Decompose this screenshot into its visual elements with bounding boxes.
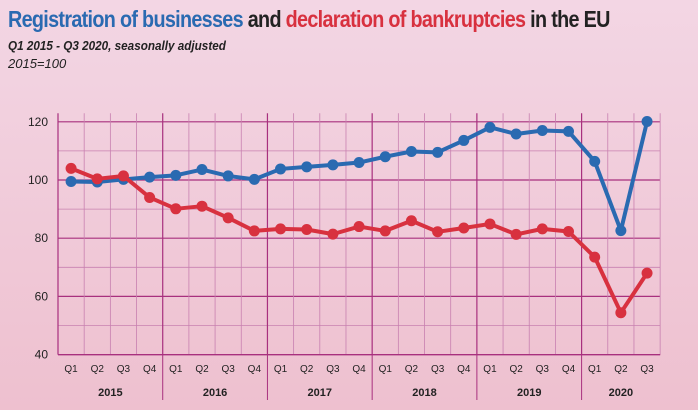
x-tick-label: Q2 — [300, 364, 314, 375]
data-point-1 — [91, 173, 103, 185]
data-point-0 — [484, 121, 496, 133]
data-point-0 — [248, 173, 260, 185]
year-label: 2018 — [412, 387, 436, 399]
data-point-1 — [379, 225, 391, 237]
data-point-1 — [353, 221, 365, 233]
x-tick-label: Q3 — [326, 364, 340, 375]
x-tick-label: Q3 — [117, 364, 131, 375]
data-point-1 — [484, 218, 496, 230]
data-point-0 — [641, 116, 653, 128]
data-point-1 — [275, 223, 287, 235]
data-point-0 — [432, 146, 444, 158]
x-tick-label: Q4 — [248, 364, 262, 375]
y-tick-label: 100 — [28, 173, 48, 187]
data-point-0 — [563, 125, 575, 137]
title-bankruptcies: declaration of bankruptcies — [285, 6, 526, 32]
data-point-0 — [589, 155, 601, 167]
data-point-0 — [510, 128, 522, 140]
data-point-1 — [248, 225, 260, 237]
data-point-1 — [405, 215, 417, 227]
data-point-0 — [144, 171, 156, 183]
data-point-0 — [65, 175, 77, 187]
data-point-1 — [536, 223, 548, 235]
x-tick-label: Q2 — [405, 364, 419, 375]
series-line-1 — [70, 166, 649, 315]
x-tick-label: Q1 — [379, 364, 393, 375]
y-tick-label: 40 — [35, 348, 49, 362]
data-point-0 — [405, 145, 417, 157]
data-point-0 — [170, 169, 182, 181]
x-tick-label: Q3 — [640, 364, 654, 375]
data-point-1 — [196, 200, 208, 212]
data-point-0 — [275, 163, 287, 175]
data-point-0 — [353, 157, 365, 169]
x-tick-label: Q4 — [562, 364, 576, 375]
data-point-0 — [379, 151, 391, 163]
x-tick-label: Q2 — [614, 364, 628, 375]
data-point-1 — [301, 223, 313, 235]
data-point-1 — [615, 307, 627, 319]
chart-title: Registration of businesses and declarati… — [8, 6, 610, 33]
x-tick-label: Q1 — [274, 364, 288, 375]
data-point-1 — [563, 226, 575, 238]
data-point-1 — [327, 228, 339, 240]
series-line-0 — [71, 121, 649, 233]
x-tick-label: Q2 — [91, 364, 105, 375]
year-label: 2019 — [517, 387, 541, 399]
year-label: 2020 — [609, 387, 633, 399]
y-tick-label: 80 — [35, 231, 49, 245]
x-tick-label: Q2 — [509, 364, 523, 375]
title-and: and — [242, 6, 286, 32]
x-tick-label: Q4 — [457, 364, 471, 375]
x-tick-label: Q4 — [143, 364, 157, 375]
data-point-0 — [536, 125, 548, 137]
x-tick-label: Q1 — [483, 364, 497, 375]
y-tick-label: 60 — [35, 289, 49, 303]
year-label: 2016 — [203, 387, 227, 399]
year-label: 2015 — [98, 387, 122, 399]
data-point-1 — [144, 191, 156, 203]
x-tick-label: Q1 — [588, 364, 602, 375]
data-point-0 — [458, 134, 470, 146]
data-point-0 — [196, 164, 208, 176]
base-note: 2015=100 — [8, 56, 67, 71]
data-point-0 — [222, 170, 234, 182]
data-point-1 — [117, 170, 129, 182]
x-tick-label: Q3 — [431, 364, 445, 375]
data-point-1 — [641, 267, 653, 279]
data-point-1 — [510, 228, 522, 240]
data-point-1 — [65, 162, 77, 174]
title-registrations: Registration of businesses — [8, 6, 244, 32]
x-tick-label: Q3 — [536, 364, 550, 375]
chart-subtitle: Q1 2015 - Q3 2020, seasonally adjusted — [8, 38, 226, 53]
x-tick-label: Q4 — [352, 364, 366, 375]
title-eu: in the EU — [525, 6, 610, 32]
x-tick-label: Q3 — [221, 364, 235, 375]
data-point-0 — [615, 225, 627, 237]
data-point-1 — [589, 251, 601, 263]
x-tick-label: Q1 — [169, 364, 183, 375]
data-point-1 — [170, 203, 182, 215]
x-tick-label: Q2 — [195, 364, 209, 375]
data-point-0 — [301, 161, 313, 173]
data-point-0 — [327, 159, 339, 171]
data-point-1 — [222, 212, 234, 224]
data-point-1 — [458, 222, 470, 234]
x-tick-label: Q1 — [64, 364, 78, 375]
y-tick-label: 120 — [28, 115, 48, 129]
year-label: 2017 — [308, 387, 332, 399]
data-point-1 — [432, 226, 444, 238]
